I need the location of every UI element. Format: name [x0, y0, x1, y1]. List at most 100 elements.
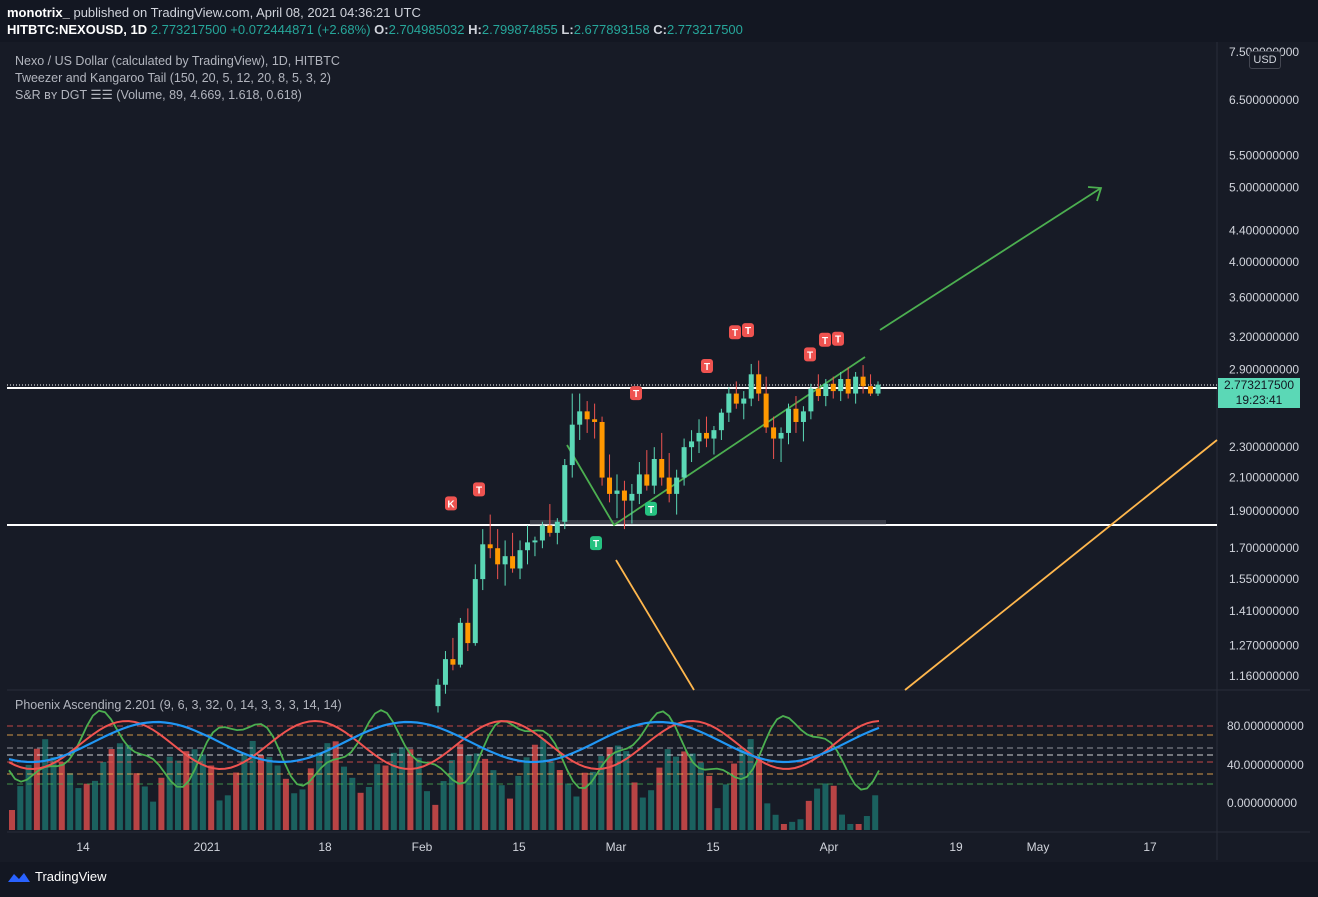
tradingview-logo[interactable]: TradingView — [7, 869, 107, 884]
signal-marker — [445, 496, 457, 511]
volume-bar — [407, 749, 414, 830]
volume-bar — [324, 743, 331, 830]
header-bar — [0, 0, 1318, 42]
chart-canvas[interactable]: 7.5000000006.5000000005.5000000005.00000… — [0, 0, 1318, 862]
candle-body — [666, 477, 672, 494]
volume-bar — [540, 739, 547, 830]
volume-bar — [465, 755, 472, 830]
candle-body — [472, 579, 478, 644]
oscillator-tick-label: 0.000000000 — [1227, 796, 1297, 810]
green-trend-path[interactable] — [566, 356, 866, 527]
volume-bar — [614, 745, 621, 830]
volume-bar — [855, 824, 862, 830]
candle-body — [465, 622, 471, 644]
oscillator-axis[interactable]: 80.000000000 40.000000000 0.000000000 — [1227, 719, 1304, 810]
signal-label: T — [648, 505, 654, 516]
volume-bar — [216, 800, 223, 830]
volume-bar — [374, 764, 381, 830]
candle-body — [651, 458, 657, 486]
volume-bar — [739, 747, 746, 830]
volume-bar — [75, 788, 82, 830]
price-tick-label: 1.550000000 — [1229, 572, 1299, 586]
volume-bar — [747, 739, 754, 830]
time-axis[interactable]: 14 2021 18 Feb 15 Mar 15 Apr 19 May 17 — [76, 840, 1157, 854]
volume-bar — [17, 786, 24, 830]
volume-bar — [639, 797, 646, 830]
price-tick-label: 2.900000000 — [1229, 363, 1299, 377]
candle-body — [703, 432, 709, 439]
volume-bar — [498, 785, 505, 830]
signal-marker — [473, 482, 485, 497]
candle-body — [457, 622, 463, 665]
tradingview-logo-icon — [8, 872, 30, 882]
volume-bar — [706, 775, 713, 830]
volume-bar — [548, 761, 555, 830]
candle-body — [800, 411, 806, 422]
candle-body — [636, 474, 642, 494]
candle-body — [569, 424, 575, 466]
volume-bar — [224, 795, 231, 830]
volume-bar — [258, 755, 264, 830]
volume-bar — [100, 761, 107, 830]
volume-bar — [191, 749, 198, 830]
price-tick-label: 1.160000000 — [1229, 669, 1299, 683]
candle-body — [823, 383, 829, 397]
volume-bar — [673, 756, 679, 830]
candle-body — [793, 408, 799, 422]
green-projection-arrow[interactable] — [879, 187, 1102, 331]
legend-series[interactable]: Nexo / US Dollar (calculated by TradingV… — [15, 54, 340, 68]
orange-up-line[interactable] — [904, 439, 1218, 691]
symbol-label[interactable]: HITBTC:NEXOUSD, 1D — [7, 22, 148, 37]
chart-legend: Nexo / US Dollar (calculated by TradingV… — [15, 53, 340, 104]
volume-bar — [764, 803, 771, 830]
volume-bar — [349, 777, 356, 830]
volume-bar — [341, 766, 347, 830]
currency-badge[interactable]: USD — [1249, 51, 1281, 69]
oscillator-tick-label: 80.000000000 — [1227, 719, 1304, 733]
volume-bar — [598, 756, 605, 830]
volume-bar — [432, 804, 439, 830]
volume-bar — [681, 751, 688, 830]
oscillator-line — [8, 709, 880, 791]
volume-bar — [714, 808, 721, 830]
time-tick-label: Feb — [412, 840, 433, 854]
volume-bar — [382, 765, 389, 830]
author-name[interactable]: monotrix_ — [7, 5, 70, 20]
volume-bar — [116, 743, 123, 830]
candle-body — [860, 376, 866, 387]
candle-body — [689, 441, 695, 448]
volume-bar — [108, 749, 115, 830]
candle-body — [756, 374, 762, 394]
volume-bar — [457, 744, 464, 830]
volume-bar — [150, 801, 157, 830]
volume-bar — [291, 793, 298, 830]
candle-body — [830, 383, 836, 392]
price-tick-label: 1.900000000 — [1229, 504, 1299, 518]
candle-body — [502, 556, 508, 565]
signal-label: T — [807, 350, 813, 361]
orange-down-line[interactable] — [615, 559, 695, 691]
volume-bar — [141, 786, 148, 830]
volume-bar — [25, 764, 32, 830]
close-value: 2.773217500 — [666, 22, 743, 37]
candle-body — [621, 490, 627, 501]
oscillator-title[interactable]: Phoenix Ascending 2.201 (9, 6, 3, 32, 0,… — [15, 698, 342, 712]
time-tick-label: Mar — [606, 840, 627, 854]
volume-bar — [166, 756, 173, 830]
volume-bar — [490, 770, 497, 830]
candle-body — [450, 659, 456, 665]
price-axis[interactable]: 7.5000000006.5000000005.5000000005.00000… — [1229, 45, 1299, 683]
volume-bar — [523, 757, 530, 830]
volume-bar — [266, 757, 273, 830]
volume-bar — [847, 824, 854, 830]
legend-indicator-tweezer[interactable]: Tweezer and Kangaroo Tail (150, 20, 5, 1… — [15, 71, 331, 85]
volume-bar — [233, 772, 240, 830]
signal-marker — [832, 331, 844, 346]
low-label: L: — [561, 22, 574, 37]
signal-marker — [819, 332, 831, 347]
price-pane[interactable] — [7, 42, 1217, 690]
legend-indicator-sr[interactable]: S&R ʙʏ DGT ☰☰ (Volume, 89, 4.669, 1.618,… — [15, 88, 302, 102]
time-tick-label: 15 — [512, 840, 526, 854]
signal-label: T — [633, 389, 639, 400]
time-tick-label: 17 — [1143, 840, 1157, 854]
